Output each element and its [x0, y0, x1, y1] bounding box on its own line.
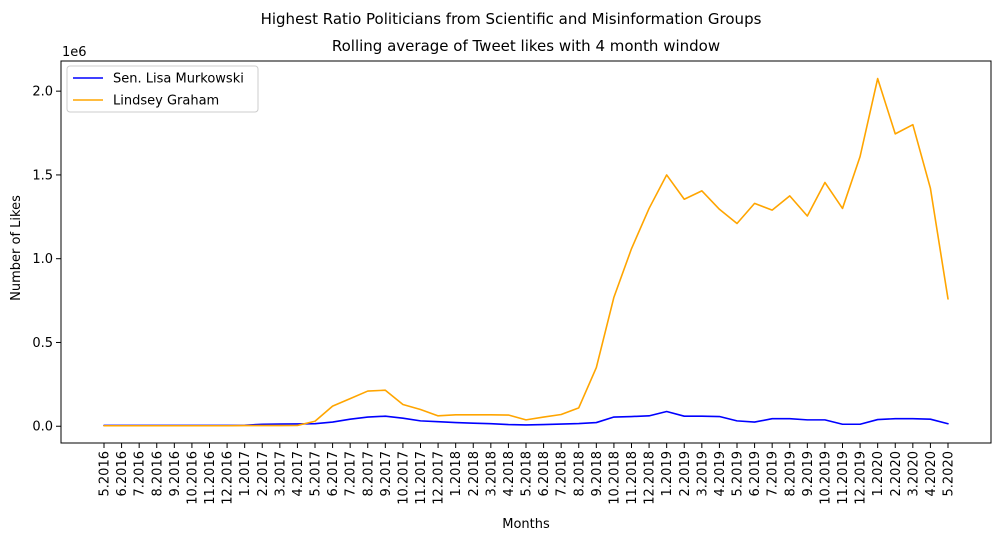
- legend-box: [66, 65, 259, 113]
- series-line-1: [103, 77, 949, 427]
- x-tick-label: 8.2017: [361, 451, 376, 497]
- x-tick-label: 10.2019: [818, 451, 833, 505]
- chart-suptitle: Highest Ratio Politicians from Scientifi…: [261, 10, 762, 28]
- x-tick-label: 1.2019: [660, 451, 675, 497]
- x-tick-label: 8.2019: [783, 451, 798, 497]
- x-tick-label: 7.2016: [133, 451, 148, 497]
- x-tick-label: 6.2019: [748, 451, 763, 497]
- x-tick-label: 11.2017: [414, 451, 429, 505]
- x-tick-label: 2.2020: [889, 451, 904, 497]
- x-axis-label: Months: [502, 517, 550, 532]
- x-tick-label: 5.2016: [98, 451, 113, 497]
- x-tick-label: 6.2016: [115, 451, 130, 497]
- x-tick-label: 10.2017: [396, 451, 411, 505]
- y-tick-label: 1.5: [32, 168, 53, 183]
- legend-label: Lindsey Graham: [113, 94, 219, 109]
- x-tick-label: 5.2019: [731, 451, 746, 497]
- legend: Sen. Lisa Murkowski Lindsey Graham: [66, 65, 259, 113]
- x-tick-label: 11.2018: [625, 451, 640, 505]
- x-axis-ticks: 5.2016 6.2016 7.2016 8.2016 9.2016 10.2016 11.…: [98, 443, 957, 505]
- y-offset-label: 1e6: [62, 45, 87, 60]
- chart-title: Rolling average of Tweet likes with 4 mo…: [332, 37, 720, 55]
- x-tick-label: 6.2018: [537, 451, 552, 497]
- y-tick-label: 2.0: [32, 85, 53, 100]
- y-tick-label: 1.0: [32, 252, 53, 267]
- x-tick-label: 2.2019: [678, 451, 693, 497]
- x-tick-label: 5.2020: [942, 451, 957, 497]
- x-tick-label: 10.2016: [185, 451, 200, 505]
- y-axis-label: Number of Likes: [9, 195, 24, 301]
- x-tick-label: 4.2020: [924, 451, 939, 497]
- plot-lines: [103, 77, 949, 427]
- x-tick-label: 5.2018: [520, 451, 535, 497]
- x-tick-label: 7.2019: [766, 451, 781, 497]
- x-tick-label: 8.2016: [150, 451, 165, 497]
- x-tick-label: 3.2017: [273, 451, 288, 497]
- series-line-0: [103, 410, 949, 427]
- x-tick-label: 2.2017: [256, 451, 271, 497]
- x-tick-label: 3.2018: [484, 451, 499, 497]
- x-tick-label: 8.2018: [572, 451, 587, 497]
- x-tick-label: 12.2019: [854, 451, 869, 505]
- x-tick-label: 1.2018: [449, 451, 464, 497]
- x-tick-label: 9.2016: [168, 451, 183, 497]
- x-tick-label: 4.2018: [502, 451, 517, 497]
- x-tick-label: 9.2019: [801, 451, 816, 497]
- x-tick-label: 12.2018: [643, 451, 658, 505]
- x-tick-label: 3.2020: [906, 451, 921, 497]
- x-tick-label: 3.2019: [695, 451, 710, 497]
- x-tick-label: 4.2017: [291, 451, 306, 497]
- legend-label: Sen. Lisa Murkowski: [113, 72, 244, 87]
- x-tick-label: 10.2018: [607, 451, 622, 505]
- x-tick-label: 12.2017: [432, 451, 447, 505]
- y-axis-ticks: 0.0 0.5 1.0 1.5 2.0: [32, 85, 61, 435]
- x-tick-label: 1.2020: [871, 451, 886, 497]
- x-tick-label: 7.2017: [344, 451, 359, 497]
- x-tick-label: 6.2017: [326, 451, 341, 497]
- x-tick-label: 9.2017: [379, 451, 394, 497]
- x-tick-label: 11.2016: [203, 451, 218, 505]
- x-tick-label: 11.2019: [836, 451, 851, 505]
- x-tick-label: 1.2017: [238, 451, 253, 497]
- x-tick-label: 4.2019: [713, 451, 728, 497]
- x-tick-label: 5.2017: [309, 451, 324, 497]
- x-tick-label: 7.2018: [555, 451, 570, 497]
- x-tick-label: 12.2016: [221, 451, 236, 505]
- x-tick-label: 2.2018: [467, 451, 482, 497]
- y-tick-label: 0.0: [32, 420, 53, 435]
- y-tick-label: 0.5: [32, 336, 53, 351]
- x-tick-label: 9.2018: [590, 451, 605, 497]
- plot-frame: [60, 60, 992, 444]
